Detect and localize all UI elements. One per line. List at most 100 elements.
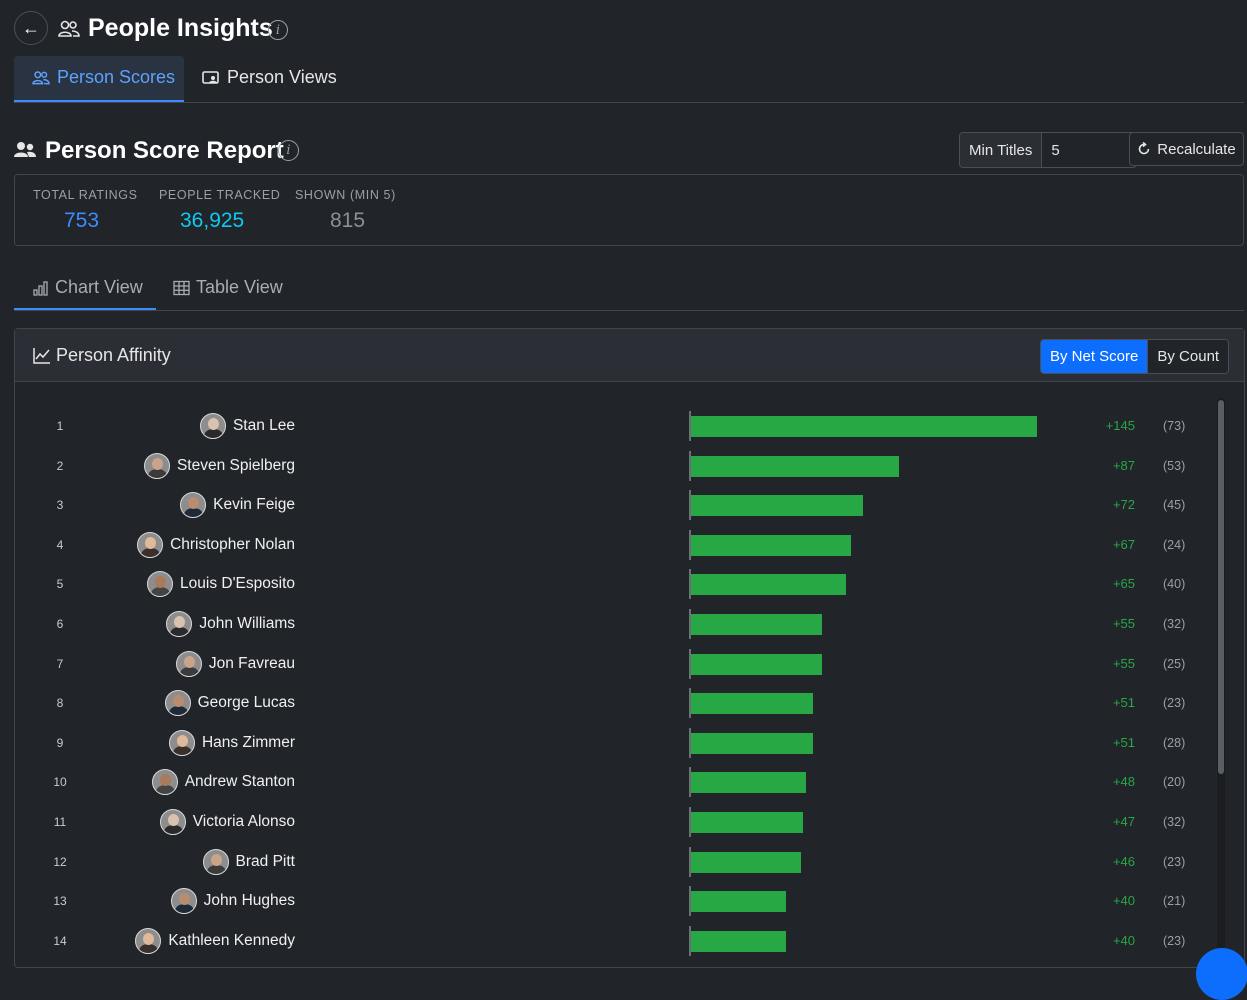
tab-chart-view[interactable]: Chart View [33, 277, 143, 298]
count-label: (23) [1163, 855, 1186, 869]
axis-tick [689, 847, 691, 877]
person-link[interactable]: Hans Zimmer [0, 730, 295, 756]
person-link[interactable]: George Lucas [0, 690, 295, 716]
tab-active-underline [14, 100, 184, 102]
scrollbar-thumb[interactable] [1218, 400, 1224, 774]
net-score-label: +145 [1105, 418, 1135, 433]
net-score-label: +67 [1112, 537, 1135, 552]
by-count-button[interactable]: By Count [1147, 340, 1229, 373]
score-bar[interactable] [691, 654, 822, 675]
rank-label: 8 [56, 696, 64, 710]
count-label: (20) [1163, 775, 1186, 789]
recalculate-button[interactable]: Recalculate [1129, 132, 1244, 166]
count-label: (40) [1163, 577, 1186, 591]
axis-tick [689, 530, 691, 560]
person-link[interactable]: Brad Pitt [0, 849, 295, 875]
min-titles-input[interactable] [1042, 133, 1137, 167]
count-label: (32) [1163, 815, 1186, 829]
count-label: (23) [1163, 696, 1186, 710]
avatar [135, 928, 162, 954]
person-name: Victoria Alonso [192, 813, 295, 830]
net-score-label: +65 [1112, 576, 1135, 591]
axis-tick [689, 609, 691, 639]
score-bar[interactable] [691, 416, 1037, 437]
stat-label: SHOWN (MIN 5) [295, 188, 396, 202]
score-bar[interactable] [691, 693, 813, 714]
avatar [199, 413, 226, 439]
person-link[interactable]: John Hughes [0, 888, 295, 914]
stat-value: 753 [64, 209, 100, 232]
floating-action-button[interactable] [1196, 948, 1247, 1000]
rank-label: 10 [53, 775, 67, 789]
person-name: John Williams [199, 615, 295, 632]
tab-label: Person Scores [57, 67, 176, 87]
tab-person-scores[interactable]: Person Scores [32, 67, 175, 88]
recalculate-label: Recalculate [1157, 140, 1236, 158]
rank-label: 11 [53, 815, 67, 829]
score-bar[interactable] [691, 852, 801, 873]
score-bar[interactable] [691, 495, 863, 516]
avatar [137, 532, 164, 558]
person-link[interactable]: Stan Lee [0, 413, 295, 439]
rank-label: 13 [53, 894, 67, 908]
score-bar[interactable] [691, 931, 786, 952]
avatar [168, 730, 195, 756]
rank-label: 6 [56, 617, 64, 631]
person-link[interactable]: Christopher Nolan [0, 532, 295, 558]
count-label: (53) [1163, 459, 1186, 473]
score-bar[interactable] [691, 456, 899, 477]
subtab-label: Chart View [55, 277, 143, 297]
person-link[interactable]: Steven Spielberg [0, 453, 295, 479]
avatar [143, 453, 170, 479]
rank-label: 3 [56, 498, 64, 512]
stat-label: PEOPLE TRACKED [159, 188, 281, 202]
axis-tick [689, 926, 691, 956]
score-bar[interactable] [691, 812, 803, 833]
min-titles-group: Min Titles [959, 132, 1138, 168]
back-button[interactable]: ← [14, 11, 48, 45]
score-bar[interactable] [691, 614, 822, 635]
person-link[interactable]: Kathleen Kennedy [0, 928, 295, 954]
score-bar[interactable] [691, 772, 806, 793]
axis-tick [689, 451, 691, 481]
rank-label: 7 [56, 657, 64, 671]
net-score-label: +55 [1112, 616, 1135, 631]
tab-table-view[interactable]: Table View [173, 277, 283, 298]
person-name: Christopher Nolan [170, 536, 295, 553]
axis-tick [689, 767, 691, 797]
net-score-label: +40 [1112, 933, 1135, 948]
chart-panel-header [15, 329, 1244, 382]
refresh-icon [1139, 142, 1150, 155]
score-bar[interactable] [691, 891, 786, 912]
person-link[interactable]: Andrew Stanton [0, 769, 295, 795]
person-link[interactable]: Jon Favreau [0, 651, 295, 677]
tab-label: Person Views [227, 67, 337, 87]
score-bar[interactable] [691, 733, 813, 754]
score-bar[interactable] [691, 535, 851, 556]
person-link[interactable]: Victoria Alonso [0, 809, 295, 835]
person-name: Stan Lee [232, 417, 295, 434]
tab-person-views[interactable]: Person Views [202, 67, 337, 88]
net-score-label: +72 [1112, 497, 1135, 512]
screen-person-icon [202, 70, 219, 84]
report-title: Person Score Report [45, 137, 284, 164]
person-name: Andrew Stanton [184, 773, 295, 790]
score-bar[interactable] [691, 574, 846, 595]
net-score-label: +51 [1112, 695, 1135, 710]
person-link[interactable]: Louis D'Esposito [0, 571, 295, 597]
axis-tick [689, 411, 691, 441]
person-link[interactable]: John Williams [0, 611, 295, 637]
chart-panel-title: Person Affinity [56, 345, 171, 365]
subtabs-divider [14, 310, 1244, 311]
count-label: (45) [1163, 498, 1186, 512]
info-icon[interactable]: i [268, 20, 288, 40]
count-label: (73) [1163, 419, 1186, 433]
axis-tick [689, 569, 691, 599]
info-icon[interactable]: i [278, 140, 299, 161]
net-score-label: +40 [1112, 893, 1135, 908]
person-link[interactable]: Kevin Feige [0, 492, 295, 518]
by-net-score-button[interactable]: By Net Score [1041, 340, 1148, 373]
stat-shown: SHOWN (MIN 5) 815 [295, 188, 396, 233]
net-score-label: +47 [1112, 814, 1135, 829]
people-icon [58, 20, 80, 37]
